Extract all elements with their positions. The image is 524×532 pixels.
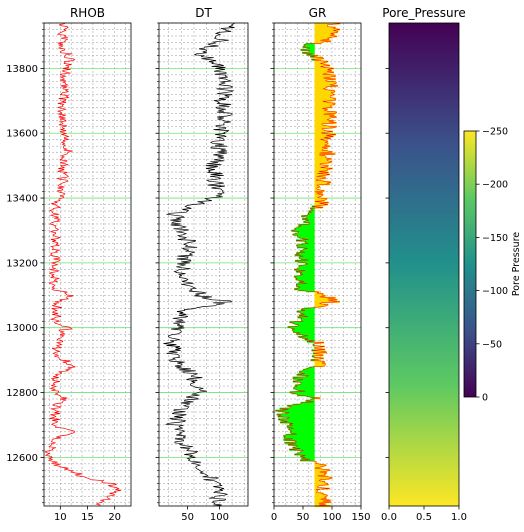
dt-title: DT: [195, 6, 212, 20]
x-tick-label: 100: [322, 512, 341, 523]
dt-track: 50 100 DT: [155, 6, 249, 523]
pore-pressure-title: Pore_Pressure: [382, 6, 465, 20]
dt-frame: [158, 22, 249, 507]
colorbar-tick-label: −150: [482, 233, 508, 244]
x-tick-label: 50: [181, 512, 194, 523]
depth-tick-label: 12800: [6, 388, 38, 399]
rhob-curve: [44, 23, 121, 507]
colorbar-tick-label: −250: [482, 127, 508, 138]
rhob-track: 12600 12800 13000 13200 13400 13600 13800 10 15 2…: [6, 6, 132, 523]
gr-title: GR: [309, 6, 327, 20]
colorbar-tick-label: −200: [482, 180, 508, 191]
rhob-title: RHOB: [70, 6, 105, 20]
x-tick-label: 15: [81, 512, 94, 523]
x-tick-label: 0.0: [381, 512, 397, 523]
x-tick-label: 50: [297, 512, 310, 523]
colorbar-tick-label: −50: [482, 339, 502, 350]
x-tick-label: 150: [351, 512, 370, 523]
depth-tick-label: 13400: [6, 194, 38, 205]
pore-pressure-gradient: [389, 23, 459, 506]
depth-tick-label: 13200: [6, 258, 38, 269]
gr-curve: [275, 23, 341, 507]
pore-pressure-panel: 0.0 0.5 1.0 Pore_Pressure: [381, 6, 467, 523]
colorbar-gradient: [464, 131, 476, 397]
depth-tick-label: 12600: [6, 453, 38, 464]
x-tick-label: 0: [271, 512, 277, 523]
x-tick-label: 1.0: [451, 512, 467, 523]
colorbar-label: Pore Pressure: [511, 232, 522, 296]
gr-frame: [273, 22, 362, 507]
colorbar-tick-label: 0: [482, 393, 488, 404]
colorbar-tick-label: −100: [482, 286, 508, 297]
pore-pressure-colorbar: −250 −200 −150 −100 −50 0 Pore Pressure: [463, 127, 522, 404]
x-tick-label: 0.5: [416, 512, 432, 523]
colorbar-frame: [463, 130, 477, 398]
x-tick-label: 10: [54, 512, 67, 523]
depth-tick-label: 13600: [6, 129, 38, 140]
x-tick-label: 20: [108, 512, 121, 523]
gr-track: 0 50 100 150 GR: [270, 6, 371, 523]
depth-tick-label: 13000: [6, 323, 38, 334]
depth-tick-label: 13800: [6, 64, 38, 75]
dt-curve: [163, 23, 235, 507]
x-tick-label: 100: [210, 512, 229, 523]
